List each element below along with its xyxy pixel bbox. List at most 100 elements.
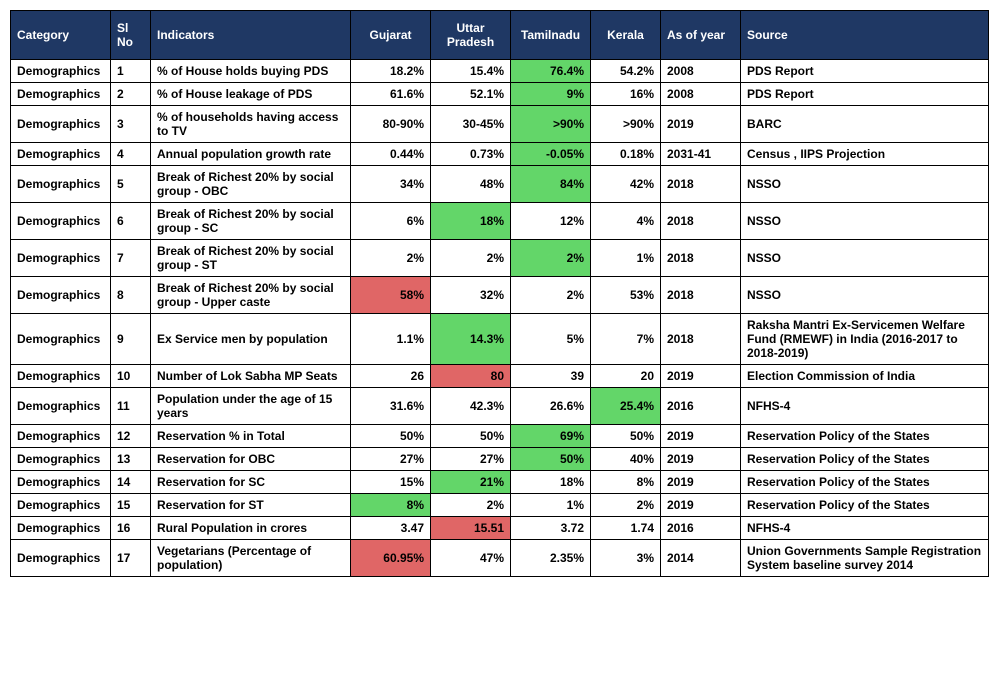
cell-slno: 14 <box>111 471 151 494</box>
cell-tamilnadu: 9% <box>511 83 591 106</box>
table-row: Demographics1% of House holds buying PDS… <box>11 60 989 83</box>
table-row: Demographics6Break of Richest 20% by soc… <box>11 203 989 240</box>
cell-as_of_year: 2016 <box>661 388 741 425</box>
cell-source: Reservation Policy of the States <box>741 448 989 471</box>
cell-source: NSSO <box>741 166 989 203</box>
cell-indicator: Reservation % in Total <box>151 425 351 448</box>
cell-slno: 3 <box>111 106 151 143</box>
cell-category: Demographics <box>11 106 111 143</box>
cell-tamilnadu: 50% <box>511 448 591 471</box>
cell-indicator: % of House leakage of PDS <box>151 83 351 106</box>
header-source: Source <box>741 11 989 60</box>
cell-kerala: 7% <box>591 314 661 365</box>
cell-gujarat: 80-90% <box>351 106 431 143</box>
header-as_of_year: As of year <box>661 11 741 60</box>
cell-uttar_pradesh: 15.51 <box>431 517 511 540</box>
cell-tamilnadu: 5% <box>511 314 591 365</box>
cell-category: Demographics <box>11 540 111 577</box>
cell-category: Demographics <box>11 365 111 388</box>
cell-uttar_pradesh: 32% <box>431 277 511 314</box>
cell-indicator: Vegetarians (Percentage of population) <box>151 540 351 577</box>
cell-as_of_year: 2019 <box>661 106 741 143</box>
cell-as_of_year: 2018 <box>661 203 741 240</box>
header-kerala: Kerala <box>591 11 661 60</box>
cell-source: NSSO <box>741 203 989 240</box>
cell-source: Census , IIPS Projection <box>741 143 989 166</box>
table-row: Demographics10Number of Lok Sabha MP Sea… <box>11 365 989 388</box>
cell-tamilnadu: 2% <box>511 240 591 277</box>
cell-uttar_pradesh: 21% <box>431 471 511 494</box>
cell-gujarat: 8% <box>351 494 431 517</box>
cell-tamilnadu: 69% <box>511 425 591 448</box>
table-row: Demographics2% of House leakage of PDS61… <box>11 83 989 106</box>
cell-slno: 4 <box>111 143 151 166</box>
cell-kerala: 1.74 <box>591 517 661 540</box>
cell-indicator: % of House holds buying PDS <box>151 60 351 83</box>
table-head: CategorySl NoIndicatorsGujaratUttar Prad… <box>11 11 989 60</box>
cell-indicator: Reservation for OBC <box>151 448 351 471</box>
table-body: Demographics1% of House holds buying PDS… <box>11 60 989 577</box>
cell-uttar_pradesh: 52.1% <box>431 83 511 106</box>
cell-kerala: 3% <box>591 540 661 577</box>
cell-indicator: Ex Service men by population <box>151 314 351 365</box>
cell-kerala: 50% <box>591 425 661 448</box>
table-row: Demographics14Reservation for SC15%21%18… <box>11 471 989 494</box>
cell-source: BARC <box>741 106 989 143</box>
cell-as_of_year: 2018 <box>661 166 741 203</box>
cell-gujarat: 3.47 <box>351 517 431 540</box>
header-uttar_pradesh: Uttar Pradesh <box>431 11 511 60</box>
table-row: Demographics3% of households having acce… <box>11 106 989 143</box>
cell-as_of_year: 2019 <box>661 448 741 471</box>
cell-tamilnadu: 1% <box>511 494 591 517</box>
table-row: Demographics5Break of Richest 20% by soc… <box>11 166 989 203</box>
cell-tamilnadu: 2% <box>511 277 591 314</box>
cell-uttar_pradesh: 27% <box>431 448 511 471</box>
cell-category: Demographics <box>11 143 111 166</box>
cell-as_of_year: 2019 <box>661 471 741 494</box>
cell-category: Demographics <box>11 166 111 203</box>
cell-indicator: Break of Richest 20% by social group - O… <box>151 166 351 203</box>
cell-kerala: 16% <box>591 83 661 106</box>
cell-source: NFHS-4 <box>741 388 989 425</box>
cell-category: Demographics <box>11 517 111 540</box>
cell-kerala: >90% <box>591 106 661 143</box>
header-slno: Sl No <box>111 11 151 60</box>
cell-slno: 9 <box>111 314 151 365</box>
cell-source: NFHS-4 <box>741 517 989 540</box>
cell-category: Demographics <box>11 388 111 425</box>
header-row: CategorySl NoIndicatorsGujaratUttar Prad… <box>11 11 989 60</box>
cell-uttar_pradesh: 80 <box>431 365 511 388</box>
cell-slno: 11 <box>111 388 151 425</box>
cell-as_of_year: 2014 <box>661 540 741 577</box>
cell-tamilnadu: 3.72 <box>511 517 591 540</box>
cell-source: Union Governments Sample Registration Sy… <box>741 540 989 577</box>
cell-as_of_year: 2016 <box>661 517 741 540</box>
cell-uttar_pradesh: 2% <box>431 240 511 277</box>
cell-source: NSSO <box>741 240 989 277</box>
cell-as_of_year: 2018 <box>661 240 741 277</box>
cell-category: Demographics <box>11 471 111 494</box>
cell-tamilnadu: 18% <box>511 471 591 494</box>
cell-indicator: % of households having access to TV <box>151 106 351 143</box>
cell-tamilnadu: 12% <box>511 203 591 240</box>
cell-tamilnadu: >90% <box>511 106 591 143</box>
cell-gujarat: 27% <box>351 448 431 471</box>
cell-tamilnadu: 84% <box>511 166 591 203</box>
cell-category: Demographics <box>11 83 111 106</box>
table-row: Demographics11Population under the age o… <box>11 388 989 425</box>
cell-as_of_year: 2018 <box>661 314 741 365</box>
cell-gujarat: 6% <box>351 203 431 240</box>
cell-gujarat: 0.44% <box>351 143 431 166</box>
cell-category: Demographics <box>11 448 111 471</box>
table-row: Demographics9Ex Service men by populatio… <box>11 314 989 365</box>
cell-source: Raksha Mantri Ex-Servicemen Welfare Fund… <box>741 314 989 365</box>
cell-kerala: 54.2% <box>591 60 661 83</box>
cell-kerala: 2% <box>591 494 661 517</box>
cell-slno: 1 <box>111 60 151 83</box>
cell-gujarat: 1.1% <box>351 314 431 365</box>
cell-uttar_pradesh: 2% <box>431 494 511 517</box>
header-category: Category <box>11 11 111 60</box>
table-row: Demographics8Break of Richest 20% by soc… <box>11 277 989 314</box>
cell-category: Demographics <box>11 277 111 314</box>
cell-as_of_year: 2019 <box>661 365 741 388</box>
